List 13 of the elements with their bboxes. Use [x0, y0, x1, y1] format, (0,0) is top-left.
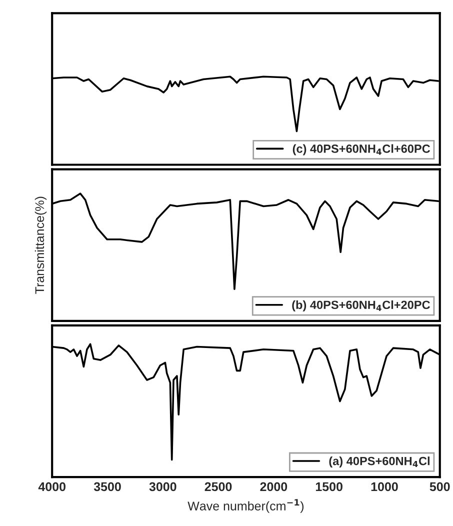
- x-tick-label: 1500: [316, 482, 342, 492]
- x-axis-title: Wave number(cm$^{−1}$): [188, 499, 304, 513]
- y-axis-title: Transmittance(%): [34, 196, 47, 294]
- legend-label: (c) 40PS+60NH$_{4}$Cl+60PC: [292, 144, 430, 156]
- x-tick-label: 2500: [204, 482, 232, 492]
- x-tick-label: 2000: [260, 482, 288, 492]
- x-tick-label: 4000: [38, 482, 66, 492]
- x-tick-label: 500: [430, 482, 450, 492]
- x-tick-label: 3500: [94, 482, 121, 492]
- legend-label: (b) 40PS+60NH$_{4}$Cl+20PC: [292, 300, 430, 312]
- x-tick-label: 1000: [371, 482, 398, 492]
- x-tick-label: 3000: [149, 482, 176, 492]
- legend-label: (a) 40PS+60NH$_{4}$Cl: [329, 456, 430, 468]
